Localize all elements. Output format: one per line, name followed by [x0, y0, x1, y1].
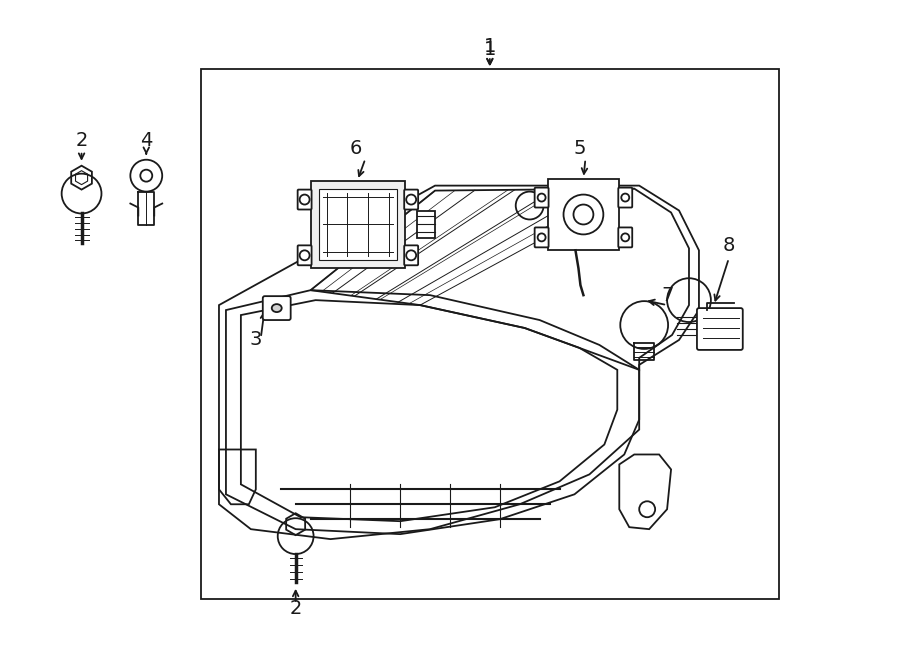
Text: 1: 1: [483, 37, 496, 56]
FancyBboxPatch shape: [618, 188, 632, 208]
FancyBboxPatch shape: [263, 296, 291, 320]
Text: 6: 6: [349, 139, 362, 158]
Text: 8: 8: [723, 236, 735, 255]
Text: 3: 3: [249, 330, 262, 350]
FancyBboxPatch shape: [298, 245, 311, 265]
FancyBboxPatch shape: [618, 227, 632, 247]
FancyBboxPatch shape: [697, 308, 742, 350]
Bar: [201, 69, 779, 599]
FancyBboxPatch shape: [310, 180, 405, 268]
FancyBboxPatch shape: [319, 188, 397, 260]
Text: 2: 2: [290, 600, 302, 618]
Bar: [417, 210, 435, 239]
Text: 4: 4: [140, 132, 152, 150]
FancyBboxPatch shape: [298, 190, 311, 210]
Text: 1: 1: [483, 40, 496, 59]
FancyBboxPatch shape: [404, 245, 419, 265]
FancyBboxPatch shape: [404, 190, 419, 210]
Text: 2: 2: [76, 132, 87, 150]
Text: 7: 7: [661, 286, 673, 305]
FancyBboxPatch shape: [535, 188, 549, 208]
Ellipse shape: [272, 304, 282, 312]
Text: 5: 5: [573, 139, 586, 158]
FancyBboxPatch shape: [535, 227, 549, 247]
FancyBboxPatch shape: [547, 178, 619, 251]
